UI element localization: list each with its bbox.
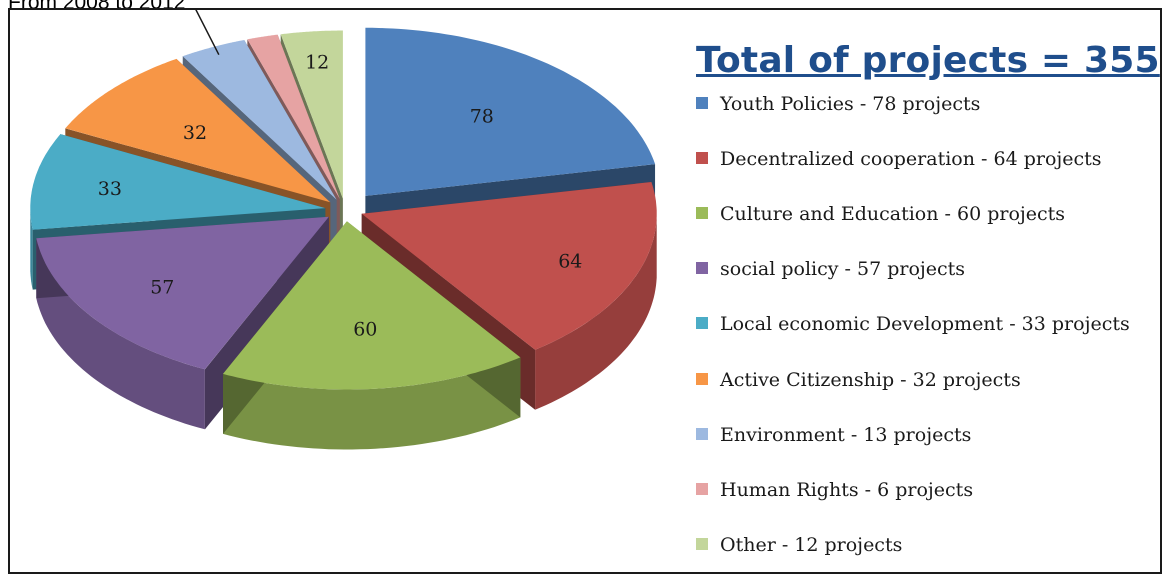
legend-label: Human Rights - 6 projects: [720, 479, 974, 501]
legend-swatch: [696, 373, 708, 385]
pie-slice-side: [36, 238, 205, 430]
legend-swatch: [696, 483, 708, 495]
pie-slice-top: [65, 58, 331, 203]
legend-label: Local economic Development - 33 projects: [720, 313, 1130, 335]
pie-slice-top: [223, 221, 521, 390]
data-label: 12: [305, 52, 329, 74]
pie-chart: 78646057333213612: [30, 10, 657, 450]
legend-label: Active Citizenship - 32 projects: [720, 369, 1021, 391]
data-label: 33: [98, 178, 122, 200]
pie-slice-top: [36, 216, 329, 370]
chart-title: Total of projects = 355: [696, 40, 1160, 81]
legend-label: Youth Policies - 78 projects: [720, 93, 981, 115]
data-label: 60: [353, 319, 377, 341]
legend-label: social policy - 57 projects: [720, 258, 966, 280]
legend-label: Culture and Education - 60 projects: [720, 203, 1066, 225]
pie-slice-top: [182, 40, 337, 200]
pie-slice-top: [361, 182, 657, 350]
pie-slice-side: [223, 357, 521, 450]
legend-swatch: [696, 262, 708, 274]
pie-slice: [222, 221, 521, 450]
legend-swatch: [696, 428, 708, 440]
legend-swatch: [696, 207, 708, 219]
data-label: 13: [137, 10, 161, 15]
data-label: 78: [470, 106, 494, 128]
legend-swatch: [696, 538, 708, 550]
pie-slice-side: [30, 208, 33, 290]
legend-swatch: [696, 97, 708, 109]
pie-slice-side: [535, 213, 657, 410]
data-label: 32: [183, 122, 207, 144]
legend-label: Environment - 13 projects: [720, 424, 972, 446]
legend-swatch: [696, 317, 708, 329]
legend-label: Decentralized cooperation - 64 projects: [720, 148, 1102, 170]
data-label: 64: [558, 251, 582, 273]
label-leader-line: [195, 10, 220, 56]
pie-slice-top: [247, 34, 340, 199]
data-label: 57: [150, 276, 174, 298]
chart-frame: 78646057333213612 Total of projects = 35…: [8, 8, 1162, 574]
pie-slice-top: [365, 27, 656, 196]
legend-label: Other - 12 projects: [720, 534, 903, 556]
legend-swatch: [696, 152, 708, 164]
pie-slice-top: [280, 30, 343, 199]
pie-slice-top: [30, 134, 326, 230]
